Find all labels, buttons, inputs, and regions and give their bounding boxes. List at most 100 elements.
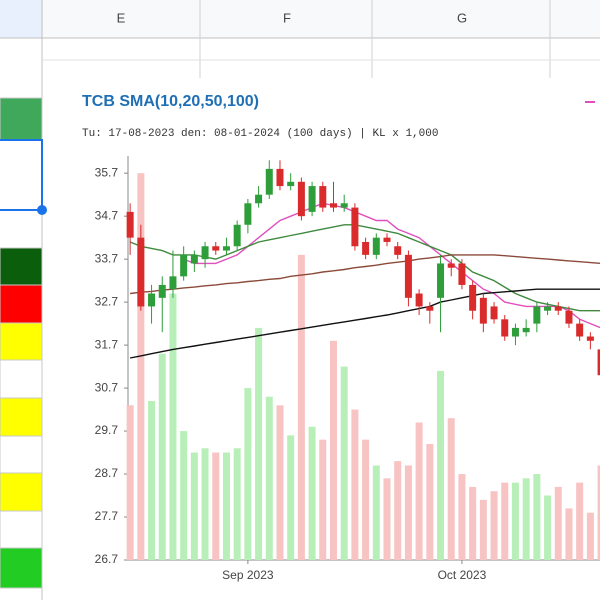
x-tick-label: Sep 2023 [222,568,274,582]
candle-body [362,241,370,255]
candle-body [212,246,220,251]
volume-bar [576,482,584,560]
selection-handle[interactable] [37,205,47,215]
volume-bar [255,327,263,560]
cell[interactable] [0,322,43,361]
volume-bar [265,396,273,560]
column-header[interactable]: E [117,10,126,25]
column-header[interactable]: F [283,10,291,25]
candle-body [437,263,445,298]
volume-bar [362,439,370,560]
candle-body [404,254,412,298]
volume-bar [340,366,348,560]
candle-body [319,186,327,208]
volume-bar [201,448,209,560]
candle-body [329,203,337,208]
sma-line [129,288,600,359]
candle-body [501,319,509,337]
volume-bar [586,512,594,560]
candle-body [426,306,434,311]
volume-bar [212,452,220,560]
volume-bar [394,461,402,560]
candle-body [351,207,359,247]
candle-body [383,237,391,242]
volume-bar [319,439,327,560]
y-tick-label: 35.7 [95,165,119,179]
volume-bar [126,405,134,560]
y-tick-label: 31.7 [95,337,119,351]
volume-bar [308,426,316,560]
cell[interactable] [0,547,43,589]
candle-body [201,246,209,260]
volume-bar [447,418,455,560]
volume-bar [190,452,198,560]
chart-title: TCB SMA(10,20,50,100) [82,93,259,110]
y-tick-label: 32.7 [95,294,119,308]
volume-bar [565,508,573,560]
candle-body [190,254,198,264]
column-header[interactable]: G [457,10,467,25]
cell[interactable] [0,359,43,399]
volume-bar [148,400,156,560]
candle-body [255,194,263,204]
candle-body [180,254,188,277]
cell[interactable] [0,97,43,141]
volume-bar [158,353,166,560]
chart-subtitle: Tu: 17-08-2023 den: 08-01-2024 (100 days… [82,128,438,140]
volume-bar [287,435,295,560]
cell[interactable] [0,510,43,549]
sma-line [183,202,600,329]
volume-bar [522,478,530,560]
colored-cells [0,97,43,589]
y-tick-label: 28.7 [95,466,119,480]
cell[interactable] [0,284,43,324]
volume-bar [469,486,477,560]
volume-bar [501,482,509,560]
candle-body [137,237,145,307]
volume-bar [404,465,412,560]
candle-body [148,293,156,307]
volume-bar [415,422,423,560]
volume-bar [297,254,305,560]
candle-body [297,181,305,217]
candle-body [597,349,600,376]
selection-border [0,139,43,211]
x-tick-label: Oct 2023 [438,568,487,582]
candle-body [340,203,348,208]
volume-bar [554,486,562,560]
volume-bar [222,452,230,560]
volume-bar [383,478,391,560]
cell[interactable] [0,435,43,474]
candle-body [533,306,541,324]
volume-bar [490,491,498,560]
candle-body [276,168,284,187]
volume-bar [180,431,188,560]
volume-bar [137,173,145,561]
candle-body [576,323,584,337]
volume-bar [597,465,600,560]
volume-bar [329,340,337,560]
volume-bar [372,465,380,560]
candle-body [554,306,562,311]
sma-line [129,224,600,312]
volume-bar [544,495,552,560]
candle-body [415,293,423,307]
y-tick-label: 26.7 [95,552,119,566]
candle-body [458,263,466,285]
candle-body [233,224,241,247]
volume-bar [437,370,445,560]
y-tick-label: 29.7 [95,423,119,437]
y-tick-label: 30.7 [95,380,119,394]
cell[interactable] [0,397,43,437]
y-tick-label: 27.7 [95,509,119,523]
candle-body [126,211,134,238]
candle-body [169,276,177,290]
candle-body [244,203,252,225]
cell[interactable] [0,247,43,286]
cell[interactable] [0,472,43,512]
corner-cell [0,0,42,38]
volume-bar [479,499,487,560]
volume-bar [458,474,466,560]
